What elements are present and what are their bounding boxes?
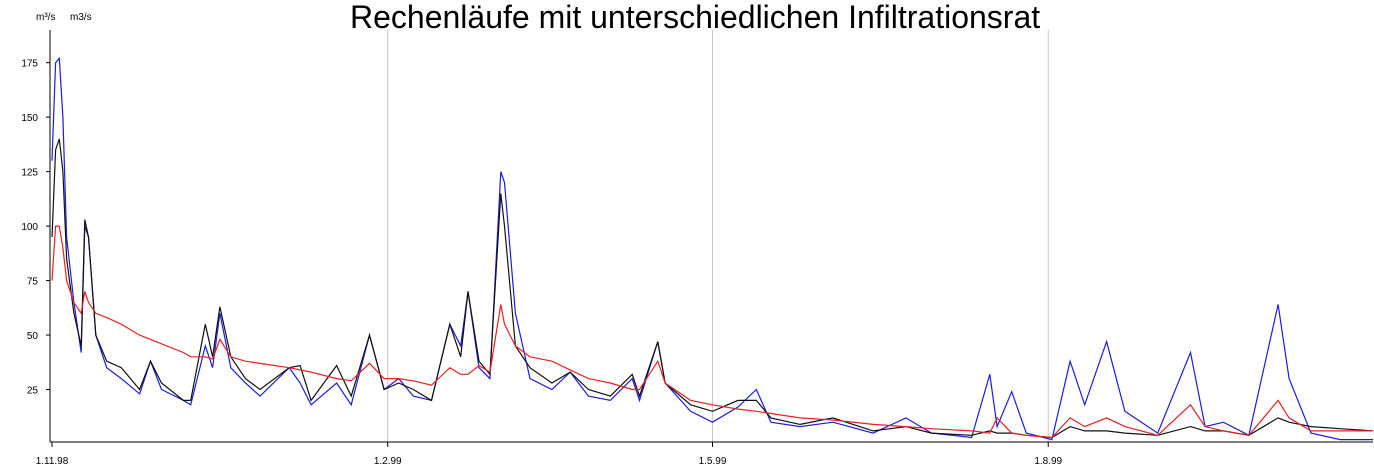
y-tick-label: 25 xyxy=(27,386,39,397)
y-tick-label: 150 xyxy=(21,113,38,124)
x-tick-label: 1.5.99 xyxy=(699,456,727,467)
chart-title: Rechenläufe mit unterschiedlichen Infilt… xyxy=(350,0,1040,35)
series-line xyxy=(51,138,1374,439)
y-tick-label: 50 xyxy=(27,331,39,342)
y-tick-label: 75 xyxy=(27,277,39,288)
y-tick-label: 175 xyxy=(21,59,38,70)
x-tick-label: 1.11.98 xyxy=(36,456,69,467)
y-tick-label: 125 xyxy=(21,168,38,179)
y-unit: m3/s xyxy=(70,12,92,23)
y-tick-label: 100 xyxy=(21,222,38,233)
x-tick-label: 1.2.99 xyxy=(374,456,402,467)
series-line xyxy=(51,225,1373,439)
x-tick-label: 1.8.99 xyxy=(1034,456,1062,467)
y-unit: m³/s xyxy=(36,12,55,23)
